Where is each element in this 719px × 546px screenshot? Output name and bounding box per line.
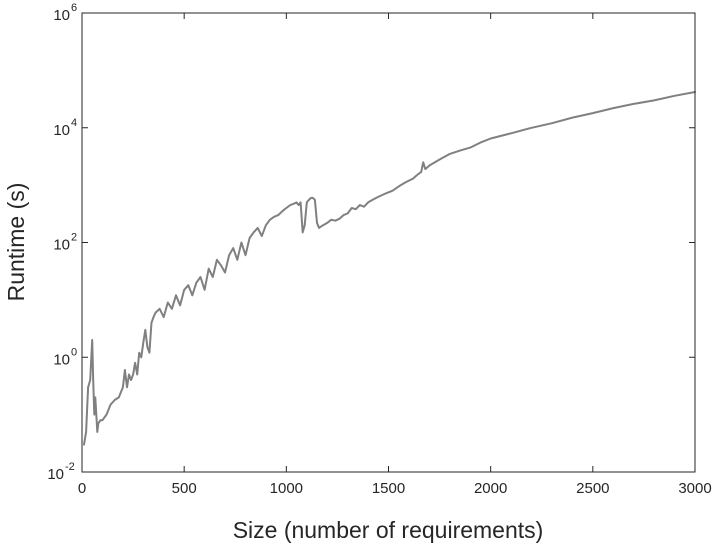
x-tick-label: 3000 <box>678 480 711 497</box>
x-tick-label: 2500 <box>576 480 609 497</box>
y-tick-label: 10 <box>47 466 64 483</box>
y-tick-exponent: 4 <box>71 117 77 129</box>
y-tick-exponent: 2 <box>71 232 77 244</box>
plot-area <box>82 13 695 472</box>
x-axis-label: Size (number of requirements) <box>233 517 544 543</box>
y-tick-label: 10 <box>53 351 70 368</box>
y-tick-label: 10 <box>53 7 70 24</box>
y-axis-label: Runtime (s) <box>3 183 29 302</box>
y-tick-exponent: 6 <box>71 2 77 14</box>
x-tick-label: 500 <box>172 480 197 497</box>
x-tick-label: 1000 <box>270 480 303 497</box>
y-tick-label: 10 <box>53 237 70 254</box>
x-tick-label: 2000 <box>474 480 507 497</box>
x-tick-label: 0 <box>78 480 86 497</box>
x-tick-label: 1500 <box>372 480 405 497</box>
y-tick-exponent: -2 <box>65 461 75 473</box>
y-tick-exponent: 0 <box>71 346 77 358</box>
axes-box <box>81 12 696 473</box>
y-tick-label: 10 <box>53 122 70 139</box>
x-axis-ticks: 0 500 1000 1500 2000 2500 3000 <box>78 13 712 497</box>
runtime-series-line <box>83 91 696 446</box>
